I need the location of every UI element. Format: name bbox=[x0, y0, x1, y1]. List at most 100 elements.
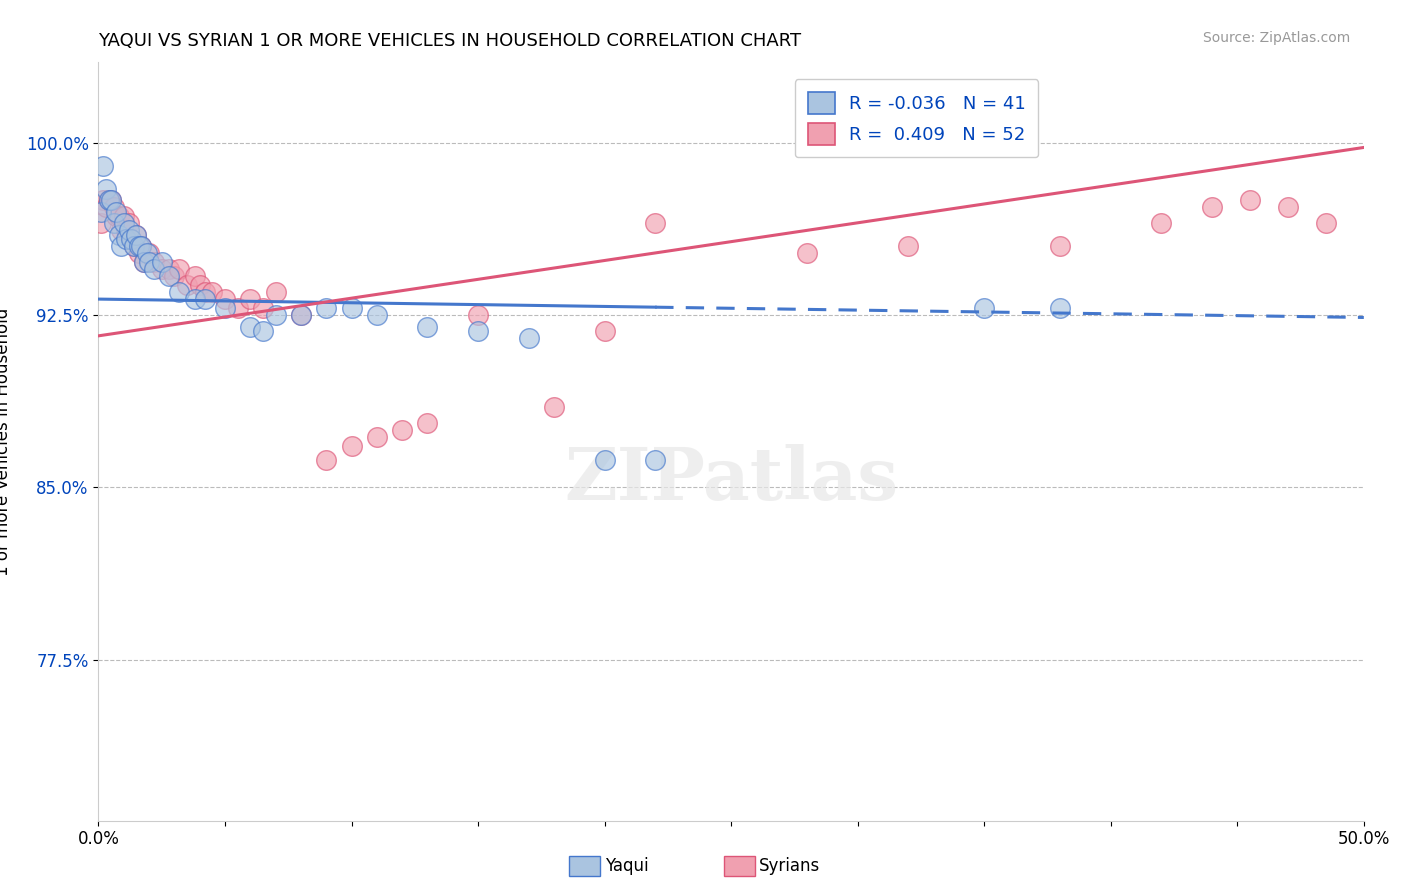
Point bbox=[593, 324, 616, 338]
Text: Yaqui: Yaqui bbox=[605, 857, 648, 875]
Point bbox=[226, 301, 249, 316]
Point bbox=[239, 292, 262, 306]
Point bbox=[90, 216, 112, 230]
Point bbox=[183, 292, 205, 306]
Point bbox=[138, 255, 160, 269]
Point bbox=[125, 227, 148, 242]
Point bbox=[112, 216, 135, 230]
Point bbox=[107, 227, 129, 242]
Point bbox=[239, 319, 262, 334]
Point bbox=[103, 200, 125, 214]
Point bbox=[593, 453, 616, 467]
Point bbox=[105, 210, 128, 224]
Point bbox=[94, 200, 117, 214]
Point bbox=[131, 239, 153, 253]
Point bbox=[467, 324, 489, 338]
Point bbox=[143, 262, 166, 277]
Point bbox=[416, 319, 439, 334]
Point bbox=[176, 278, 198, 293]
Point bbox=[644, 216, 666, 230]
Y-axis label: 1 or more Vehicles in Household: 1 or more Vehicles in Household bbox=[0, 308, 11, 575]
Point bbox=[416, 416, 439, 430]
Point bbox=[264, 308, 287, 322]
Point bbox=[973, 301, 995, 316]
Point bbox=[97, 194, 120, 208]
Point bbox=[1049, 301, 1071, 316]
Point bbox=[112, 210, 135, 224]
Point bbox=[264, 285, 287, 300]
Point bbox=[543, 400, 565, 414]
Point bbox=[163, 269, 186, 284]
Point bbox=[340, 439, 363, 453]
Point bbox=[644, 453, 666, 467]
Point bbox=[290, 308, 312, 322]
Point bbox=[122, 239, 145, 253]
Point bbox=[105, 204, 128, 219]
Point bbox=[157, 262, 180, 277]
Text: Source: ZipAtlas.com: Source: ZipAtlas.com bbox=[1202, 31, 1350, 45]
Point bbox=[315, 453, 337, 467]
Point bbox=[115, 232, 138, 246]
Point bbox=[138, 246, 160, 260]
Point bbox=[183, 269, 205, 284]
Point bbox=[391, 423, 413, 437]
Legend: R = -0.036   N = 41, R =  0.409   N = 52: R = -0.036 N = 41, R = 0.409 N = 52 bbox=[794, 79, 1039, 157]
Point bbox=[131, 239, 153, 253]
Point bbox=[143, 255, 166, 269]
Point bbox=[93, 159, 115, 173]
Point bbox=[125, 227, 148, 242]
Point bbox=[1201, 200, 1223, 214]
Point bbox=[132, 255, 155, 269]
Point bbox=[214, 301, 236, 316]
Point bbox=[100, 194, 122, 208]
Point bbox=[517, 331, 540, 345]
Point bbox=[120, 232, 142, 246]
Point bbox=[897, 239, 920, 253]
Point bbox=[1049, 239, 1071, 253]
Point bbox=[252, 301, 274, 316]
Point bbox=[122, 239, 145, 253]
Point bbox=[1315, 216, 1337, 230]
Point bbox=[201, 285, 224, 300]
Point bbox=[93, 194, 115, 208]
Text: YAQUI VS SYRIAN 1 OR MORE VEHICLES IN HOUSEHOLD CORRELATION CHART: YAQUI VS SYRIAN 1 OR MORE VEHICLES IN HO… bbox=[98, 32, 801, 50]
Point bbox=[128, 239, 150, 253]
Point bbox=[169, 285, 191, 300]
Point bbox=[103, 216, 125, 230]
Point bbox=[110, 223, 132, 237]
Point bbox=[150, 262, 173, 277]
Text: ZIPatlas: ZIPatlas bbox=[564, 444, 898, 515]
Point bbox=[796, 246, 818, 260]
Point bbox=[115, 223, 138, 237]
Point bbox=[1150, 216, 1173, 230]
Point bbox=[132, 255, 155, 269]
Point bbox=[157, 269, 180, 284]
Point bbox=[110, 239, 132, 253]
Point bbox=[135, 246, 157, 260]
Point bbox=[252, 324, 274, 338]
Point bbox=[97, 194, 120, 208]
Point bbox=[118, 223, 141, 237]
Point bbox=[1239, 194, 1261, 208]
Point bbox=[169, 262, 191, 277]
Point bbox=[315, 301, 337, 316]
Point bbox=[94, 182, 117, 196]
Point bbox=[1277, 200, 1299, 214]
Point bbox=[188, 278, 211, 293]
Point bbox=[128, 246, 150, 260]
Point bbox=[100, 194, 122, 208]
Text: Syrians: Syrians bbox=[759, 857, 821, 875]
Point bbox=[150, 255, 173, 269]
Point bbox=[194, 292, 217, 306]
Point bbox=[340, 301, 363, 316]
Point bbox=[90, 204, 112, 219]
Point bbox=[467, 308, 489, 322]
Point bbox=[118, 216, 141, 230]
Point bbox=[366, 430, 388, 444]
Point bbox=[120, 232, 142, 246]
Point bbox=[214, 292, 236, 306]
Point bbox=[107, 210, 129, 224]
Point bbox=[290, 308, 312, 322]
Point bbox=[366, 308, 388, 322]
Point bbox=[194, 285, 217, 300]
